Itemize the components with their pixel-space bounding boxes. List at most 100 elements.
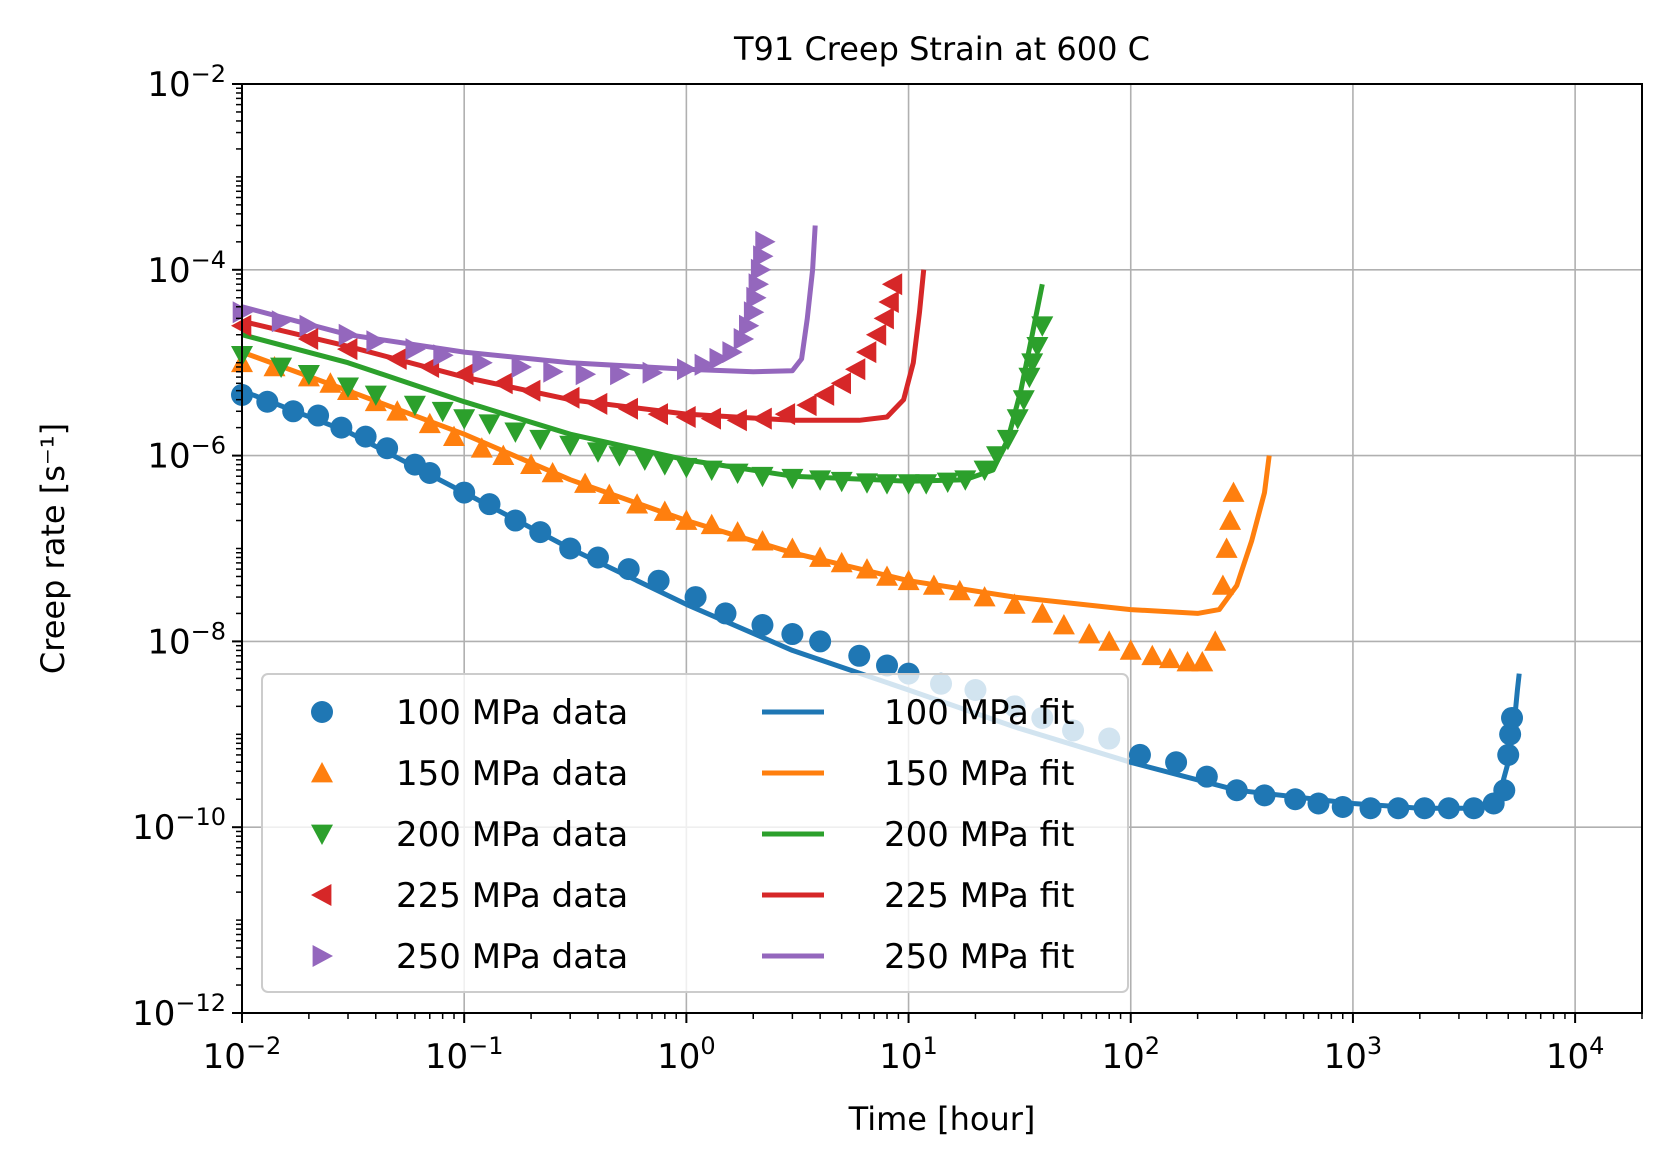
data-point <box>856 341 877 364</box>
x-tick-label: 104 <box>1546 1032 1605 1077</box>
data-markers <box>231 230 1524 820</box>
data-point <box>453 363 474 386</box>
data-point <box>781 468 804 490</box>
data-point <box>472 351 493 374</box>
data-point <box>1501 706 1524 729</box>
data-point <box>492 372 513 395</box>
data-point <box>1211 574 1234 595</box>
data-point <box>418 412 441 434</box>
legend-label-250-mpa-data: 250 MPa data <box>396 937 628 977</box>
data-point <box>781 537 804 558</box>
data-point <box>529 521 552 544</box>
data-point <box>1128 743 1151 766</box>
data-point <box>653 455 676 476</box>
data-point <box>386 347 407 370</box>
data-point <box>751 530 774 551</box>
data-point <box>700 460 723 481</box>
data-point <box>608 446 631 467</box>
data-point <box>809 546 832 567</box>
data-point <box>684 586 707 609</box>
data-point <box>418 461 441 484</box>
data-point <box>1225 779 1248 802</box>
data-point <box>915 474 938 495</box>
legend-marker-200-mpa-data <box>311 824 333 845</box>
data-point <box>709 347 730 370</box>
data-point <box>366 330 387 353</box>
y-tick-label: 10−8 <box>147 617 226 662</box>
data-point <box>559 386 580 409</box>
data-point <box>1413 797 1436 820</box>
data-point <box>330 416 353 439</box>
data-point <box>986 446 1008 467</box>
series-250-mpa-data <box>232 230 776 386</box>
data-point <box>694 353 715 376</box>
y-tick-label: 10−10 <box>132 803 226 848</box>
data-point <box>1006 409 1029 430</box>
data-point <box>865 323 887 346</box>
data-point <box>796 394 817 417</box>
data-point <box>492 444 515 465</box>
data-point <box>1031 316 1054 337</box>
data-point <box>1222 481 1245 502</box>
data-point <box>586 546 609 569</box>
data-point <box>559 435 582 456</box>
data-point <box>559 537 582 560</box>
y-tick-label: 10−4 <box>147 246 226 291</box>
data-point <box>1176 651 1199 672</box>
data-point <box>881 273 903 296</box>
data-point <box>1497 743 1520 766</box>
legend-label-250-mpa-fit: 250 MPa fit <box>884 937 1074 977</box>
data-point <box>897 474 920 495</box>
data-point <box>1191 651 1214 672</box>
data-point <box>443 425 465 446</box>
data-point <box>936 472 959 493</box>
data-point <box>948 579 971 601</box>
data-point <box>598 483 621 504</box>
data-point <box>354 425 377 448</box>
data-point <box>1195 765 1218 788</box>
legend-label-225-mpa-data: 225 MPa data <box>396 876 628 916</box>
data-point <box>271 310 293 333</box>
legend-marker-100-mpa-data <box>311 701 333 723</box>
data-point <box>453 409 476 430</box>
x-tick-label: 10−1 <box>425 1032 504 1077</box>
data-point <box>675 509 698 530</box>
data-point <box>1437 797 1460 820</box>
data-point <box>364 385 387 406</box>
data-point <box>529 429 552 451</box>
data-point <box>726 409 747 432</box>
legend-label-200-mpa-data: 200 MPa data <box>396 815 628 855</box>
data-point <box>813 383 835 406</box>
data-point <box>677 358 698 381</box>
series-line-225-mpa-fit <box>241 269 927 423</box>
data-point <box>774 403 796 426</box>
data-point <box>478 414 501 435</box>
x-tick-label: 10−2 <box>203 1032 282 1077</box>
legend-label-100-mpa-fit: 100 MPa fit <box>884 693 1074 733</box>
data-point <box>700 513 723 535</box>
legend-label-225-mpa-fit: 225 MPa fit <box>884 876 1074 916</box>
data-point <box>653 500 676 521</box>
data-point <box>386 400 409 421</box>
data-point <box>1003 593 1026 614</box>
data-point <box>270 357 293 378</box>
data-point <box>1098 630 1121 651</box>
data-point <box>751 466 774 488</box>
x-tick-label: 103 <box>1324 1032 1383 1077</box>
data-point <box>1307 792 1330 815</box>
data-point <box>504 422 527 443</box>
x-tick-label: 100 <box>657 1032 716 1077</box>
data-point <box>642 361 663 384</box>
data-point <box>431 401 454 423</box>
data-point <box>1493 779 1516 802</box>
data-point <box>617 558 640 581</box>
data-point <box>520 453 543 474</box>
data-point <box>733 328 755 350</box>
data-point <box>297 328 319 350</box>
y-tick-label: 10−2 <box>147 60 226 105</box>
data-point <box>856 558 878 579</box>
data-point <box>282 400 305 423</box>
series-line-250-mpa-fit <box>241 225 818 375</box>
legend-label-150-mpa-data: 150 MPa data <box>396 754 628 794</box>
